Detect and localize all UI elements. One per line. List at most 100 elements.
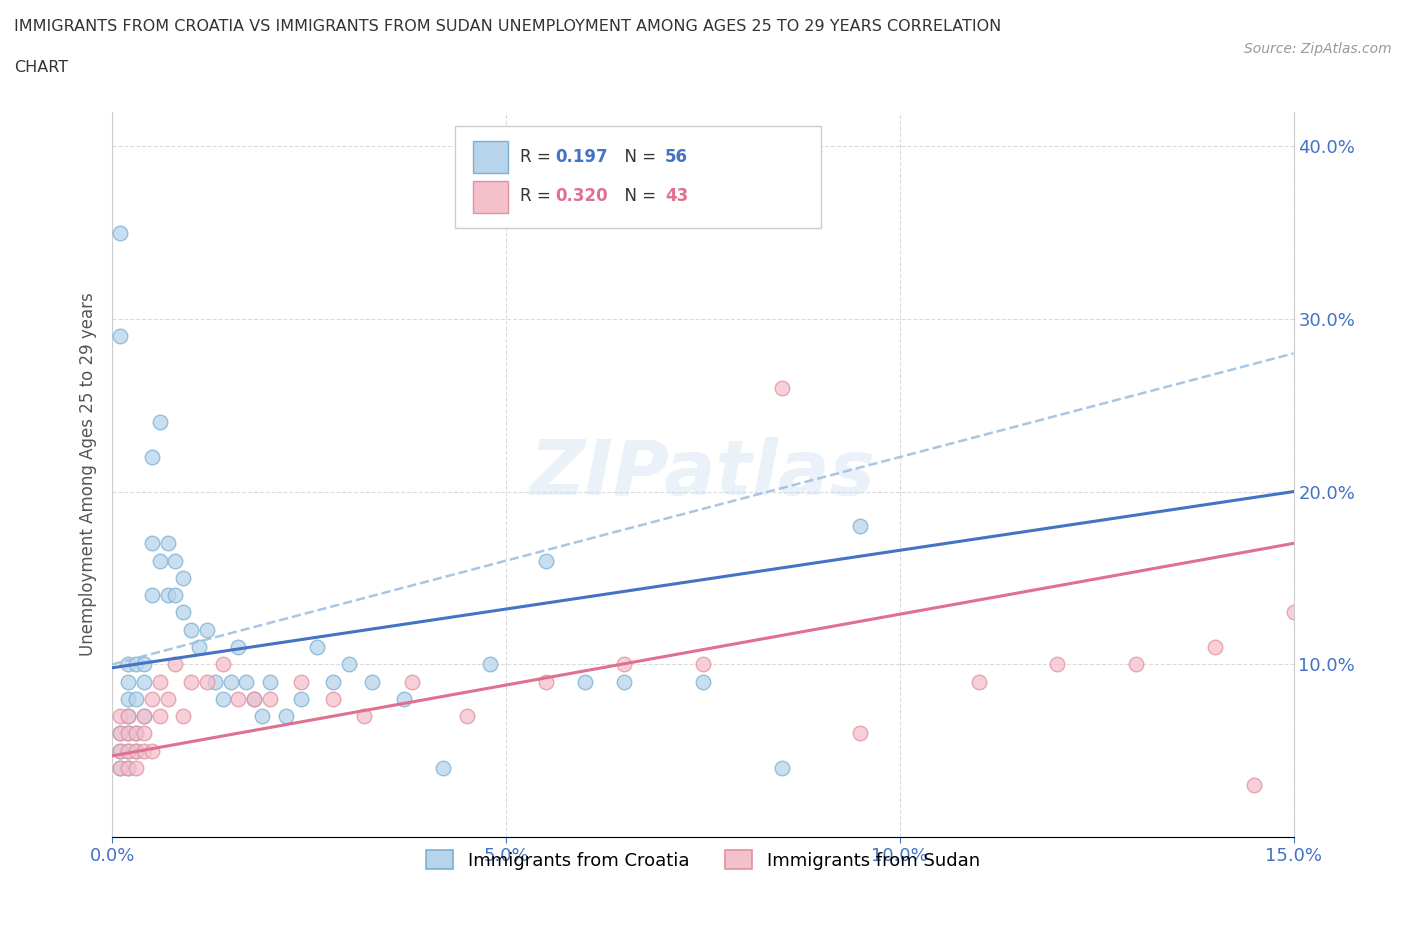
Point (479, 657, 502, 671)
Point (125, 726, 148, 741)
Point (259, 674, 281, 689)
Point (243, 691, 266, 706)
Point (172, 570, 194, 585)
Point (219, 674, 242, 689)
Legend: Immigrants from Croatia, Immigrants from Sudan: Immigrants from Croatia, Immigrants from… (418, 842, 988, 879)
Text: 56: 56 (665, 148, 688, 166)
Point (195, 622, 218, 637)
Point (110, 743, 132, 758)
Point (322, 691, 344, 706)
Point (172, 709, 194, 724)
Y-axis label: Unemployment Among Ages 25 to 29 years: Unemployment Among Ages 25 to 29 years (79, 292, 97, 657)
Point (117, 726, 139, 741)
Point (613, 674, 636, 689)
Point (117, 743, 139, 758)
Point (149, 553, 172, 568)
Point (132, 709, 155, 724)
Point (574, 674, 596, 689)
Point (117, 743, 139, 758)
Point (337, 657, 360, 671)
Point (456, 709, 478, 724)
Point (141, 536, 163, 551)
Point (692, 674, 714, 689)
Point (235, 674, 257, 689)
Point (117, 691, 139, 706)
Text: 0.197: 0.197 (555, 148, 607, 166)
Point (110, 225, 132, 240)
Text: Source: ZipAtlas.com: Source: ZipAtlas.com (1244, 42, 1392, 56)
Text: N =: N = (614, 188, 662, 206)
Point (613, 657, 636, 671)
Point (117, 709, 139, 724)
Point (180, 622, 202, 637)
Point (110, 328, 132, 343)
Point (110, 761, 132, 776)
Point (1046, 657, 1069, 671)
Point (322, 674, 344, 689)
Point (250, 709, 273, 724)
Point (117, 657, 139, 671)
Text: N =: N = (614, 148, 662, 166)
Point (1243, 777, 1265, 792)
FancyBboxPatch shape (472, 180, 508, 213)
Point (149, 415, 172, 430)
Point (361, 674, 384, 689)
Text: R =: R = (520, 188, 555, 206)
Text: 43: 43 (665, 188, 689, 206)
Point (228, 691, 250, 706)
Point (290, 691, 312, 706)
Point (243, 691, 266, 706)
FancyBboxPatch shape (456, 126, 821, 228)
Point (149, 709, 172, 724)
Point (125, 743, 148, 758)
Point (172, 605, 194, 620)
Point (132, 709, 155, 724)
Point (141, 449, 163, 464)
Point (132, 674, 155, 689)
Point (156, 588, 179, 603)
Point (110, 709, 132, 724)
Point (195, 674, 218, 689)
Point (401, 674, 423, 689)
Point (141, 588, 163, 603)
Point (432, 761, 454, 776)
Point (117, 761, 139, 776)
Point (259, 691, 281, 706)
Text: CHART: CHART (14, 60, 67, 75)
Point (132, 657, 155, 671)
Point (228, 640, 250, 655)
Point (110, 726, 132, 741)
Point (165, 553, 187, 568)
Point (117, 709, 139, 724)
Point (110, 726, 132, 741)
Point (770, 380, 793, 395)
Point (307, 640, 329, 655)
Point (692, 657, 714, 671)
Text: 0.320: 0.320 (555, 188, 607, 206)
Text: IMMIGRANTS FROM CROATIA VS IMMIGRANTS FROM SUDAN UNEMPLOYMENT AMONG AGES 25 TO 2: IMMIGRANTS FROM CROATIA VS IMMIGRANTS FR… (14, 19, 1001, 33)
Point (849, 726, 872, 741)
Point (141, 743, 163, 758)
Point (967, 674, 990, 689)
Text: ZIPatlas: ZIPatlas (530, 437, 876, 512)
FancyBboxPatch shape (472, 140, 508, 173)
Point (156, 691, 179, 706)
Point (211, 691, 233, 706)
Point (211, 657, 233, 671)
Point (392, 691, 415, 706)
Point (274, 709, 297, 724)
Point (156, 536, 179, 551)
Point (125, 657, 148, 671)
Point (534, 674, 557, 689)
Point (180, 674, 202, 689)
Point (117, 761, 139, 776)
Point (165, 588, 187, 603)
Point (132, 743, 155, 758)
Point (290, 674, 312, 689)
Point (165, 657, 187, 671)
Point (132, 726, 155, 741)
Text: R =: R = (520, 148, 555, 166)
Point (849, 519, 872, 534)
Point (125, 691, 148, 706)
Point (117, 674, 139, 689)
